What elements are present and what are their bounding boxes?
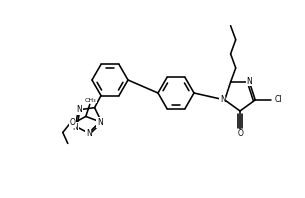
Text: N: N bbox=[97, 118, 103, 127]
Text: CH₃: CH₃ bbox=[85, 98, 97, 103]
Text: O: O bbox=[238, 129, 244, 138]
Text: N: N bbox=[77, 105, 82, 114]
Text: N: N bbox=[73, 123, 78, 132]
Text: O: O bbox=[70, 118, 76, 127]
Text: N: N bbox=[86, 129, 92, 138]
Text: N: N bbox=[220, 95, 226, 104]
Text: N: N bbox=[246, 77, 252, 86]
Text: Cl: Cl bbox=[274, 95, 282, 104]
